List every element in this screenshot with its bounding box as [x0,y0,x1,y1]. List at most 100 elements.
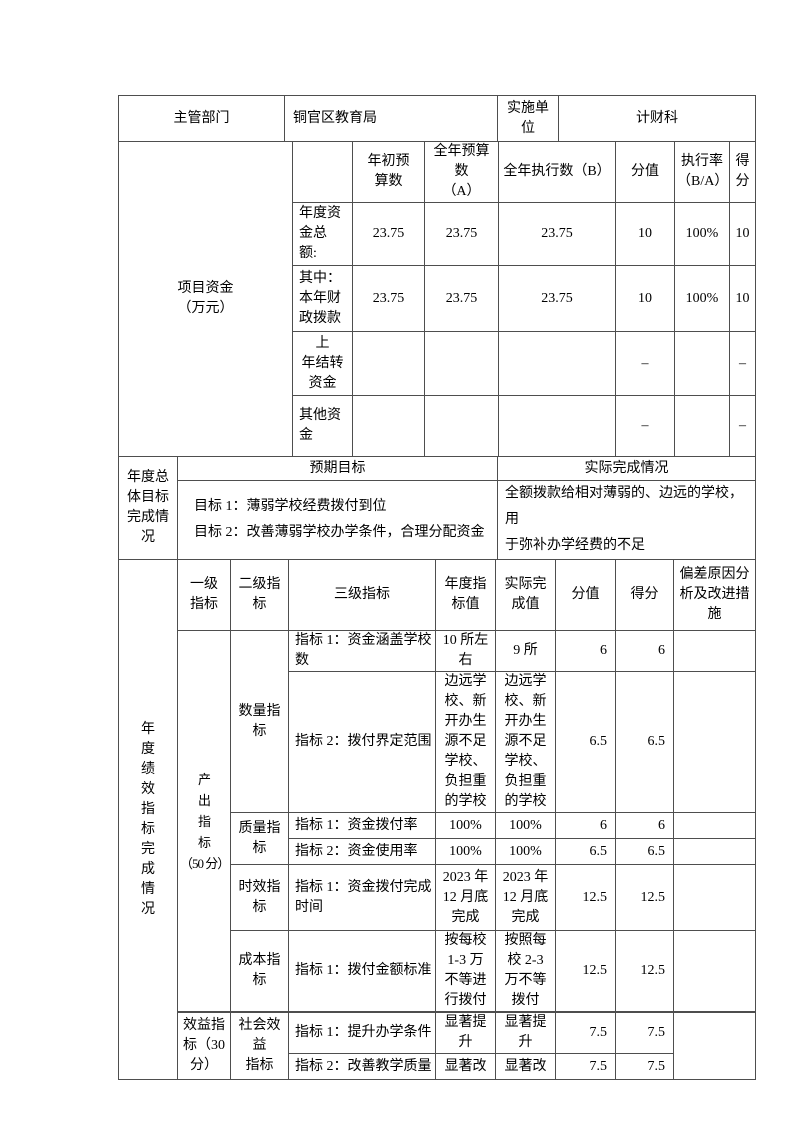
dept-unit-table: 主管部门 铜官区教育局 实施单 位 计财科 [118,95,756,142]
cell-target: 2023 年 12 月底 完成 [435,864,496,931]
cell-score: 12.5 [615,864,674,931]
cell-deviation [673,864,756,931]
col-header-exec-rate: 执行率 （B/A） [674,141,730,203]
cell-score-max: 12.5 [555,864,616,931]
cell-score: – [729,331,756,396]
cell-score-max: 6.5 [555,838,616,865]
cell-score-max: 10 [615,265,675,332]
cell-deviation [673,812,756,839]
level3-indicator: 指标 2：拨付界定范围 [288,671,436,813]
cell-exec-rate: 100% [674,265,730,332]
col-header-actual-value: 实际完 成值 [495,559,556,631]
table-row: 指标 2：资金使用率 100% 100% 6.5 6.5 [119,838,756,865]
cell-score: 12.5 [615,930,674,1013]
cell-actual: 显著改 [495,1053,556,1080]
table-row: 其中： 本年财 政拨款 23.75 23.75 23.75 10 100% 10 [119,265,756,332]
level3-indicator: 指标 1：提升办学条件 [288,1011,436,1054]
cell-exec-rate [674,331,730,396]
unit-label: 实施单 位 [497,95,559,142]
dept-label: 主管部门 [118,95,285,142]
col-header-level3: 三级指标 [288,559,436,631]
level2-quantity-indicator: 数量指 标 [230,630,289,813]
funding-table: 项目资金 （万元） 年初预 算数 全年预算数 （A） 全年执行数（B） 分值 执… [118,141,756,457]
table-row: 产 出 指 标 （50 分） 数量指 标 指标 1：资金涵盖学校 数 10 所左… [119,630,756,1013]
expected-goals-header: 预期目标 [177,456,498,481]
cell-score: 10 [729,265,756,332]
level3-indicator: 指标 2：改善教学质量 [288,1053,436,1080]
cell-score-max: 12.5 [555,930,616,1013]
cell-target: 按每校 1-3 万 不等进 行拨付 [435,930,496,1013]
row-label-fiscal-allocation: 其中： 本年财 政拨款 [292,265,353,332]
table-row: 成本指 标 指标 1：拨付金额标准 按每校 1-3 万 不等进 行拨付 按照每 … [119,930,756,1013]
col-header-target-value: 年度指 标值 [435,559,496,631]
cell-score: 7.5 [615,1011,674,1054]
cell-initial: 23.75 [352,265,425,332]
cell-score: 10 [729,202,756,266]
cell-annual [424,331,499,396]
cell-deviation [673,630,756,672]
col-header-score: 得 分 [729,141,756,203]
cell-score-max: 7.5 [555,1053,616,1080]
level3-indicator: 指标 1：资金涵盖学校 数 [288,630,436,672]
level2-quality-indicator: 质量指 标 [230,812,289,865]
cell-actual: 显著提 升 [495,1011,556,1054]
table-row: 质量指 标 指标 1：资金拨付率 100% 100% 6 6 [119,812,756,865]
cell-target: 显著改 [435,1053,496,1080]
cell-annual [424,395,499,457]
indicators-table: 年 度 绩 效 指 标 完 成 情 况 一级 指标 二级指 标 三级指标 年度指… [118,559,756,1080]
col-header-score: 得分 [615,559,674,631]
unit-value: 计财科 [558,95,756,142]
cell-score: 7.5 [615,1053,674,1080]
funding-sublabel-header [292,141,353,203]
cell-actual: 100% [495,838,556,865]
row-label-other-funds: 其他资 金 [292,395,353,457]
cell-score-max: – [615,395,675,457]
level3-indicator: 指标 1：资金拨付完成 时间 [288,864,436,931]
cell-actual: 按照每 校 2-3 万不等 拨付 [495,930,556,1013]
evaluation-table: 主管部门 铜官区教育局 实施单 位 计财科 项目资金 （万元） 年初预 算数 全… [118,95,756,1080]
cell-actual: 100% [495,812,556,839]
col-header-score-max: 分值 [555,559,616,631]
cell-initial [352,331,425,396]
row-label-total-funds: 年度资 金总 额: [292,202,353,266]
level2-cost-indicator: 成本指 标 [230,930,289,1013]
cell-target: 10 所左 右 [435,630,496,672]
level1-benefit-indicator: 效益指 标（30 分） [177,1011,231,1080]
cell-executed: 23.75 [498,202,616,266]
cell-target: 100% [435,812,496,839]
table-row: 上 年结转 资金 – – [119,331,756,396]
level2-social-benefit-indicator: 社会效 益 指标 [230,1011,289,1080]
col-header-level2: 二级指 标 [230,559,289,631]
col-header-score-max: 分值 [615,141,675,203]
cell-score-max: 6 [555,630,616,672]
table-row: 效益指 标（30 分） 社会效 益 指标 指标 1：提升办学条件 显著提 升 显… [119,1011,756,1080]
cell-annual: 23.75 [424,202,499,266]
cell-initial: 23.75 [352,202,425,266]
col-header-annual-budget: 全年预算数 （A） [424,141,499,203]
level3-indicator: 指标 1：资金拨付率 [288,812,436,839]
cell-score: 6.5 [615,671,674,813]
cell-score-max: – [615,331,675,396]
cell-score: – [729,395,756,457]
table-row: 指标 2：拨付界定范围 边远学 校、新 开办生 源不足 学校、 负担重 的学校 … [119,671,756,813]
cell-actual: 9 所 [495,630,556,672]
cell-actual: 边远学 校、新 开办生 源不足 学校、 负担重 的学校 [495,671,556,813]
cell-target: 100% [435,838,496,865]
level2-timeliness-indicator: 时效指 标 [230,864,289,931]
goals-table: 年度总 体目标 完成情 况 预期目标 实际完成情况 目标 1：薄弱学校经费拨付到… [118,456,756,560]
cell-actual: 2023 年 12 月底 完成 [495,864,556,931]
row-label-carryover: 上 年结转 资金 [292,331,353,396]
cell-exec-rate: 100% [674,202,730,266]
table-row: 指标 2：改善教学质量 显著改 显著改 7.5 7.5 [119,1053,756,1080]
cell-annual: 23.75 [424,265,499,332]
level1-output-indicator: 产 出 指 标 （50 分） [177,630,231,1013]
cell-score-max: 6 [555,812,616,839]
cell-score: 6.5 [615,838,674,865]
cell-score-max: 7.5 [555,1011,616,1054]
cell-deviation [673,1011,756,1080]
level3-indicator: 指标 2：资金使用率 [288,838,436,865]
cell-target: 显著提 升 [435,1011,496,1054]
cell-initial [352,395,425,457]
cell-deviation [673,671,756,813]
